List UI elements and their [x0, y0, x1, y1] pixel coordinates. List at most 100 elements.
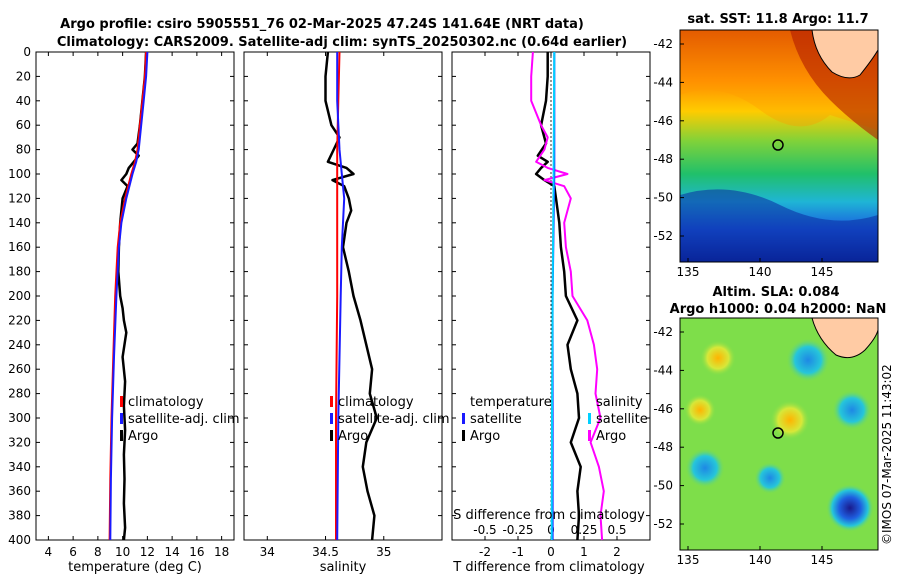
legend-argo-swatch	[120, 430, 123, 441]
satellite-temperature-line	[109, 51, 149, 541]
legend-argo-label: Argo	[128, 429, 158, 444]
map-lat-tick-label: -44	[653, 75, 673, 89]
legend-t-argo-label: Argo	[470, 429, 500, 444]
legend-t-argo-swatch	[462, 430, 465, 441]
difference-legend: temperature satellite Argo salinity sate…	[462, 395, 648, 444]
sla-map-title2: Argo h1000: 0.04 h2000: NaN	[670, 302, 887, 317]
depth-tick-label: 160	[8, 240, 31, 254]
salinity-axis-label: salinity	[320, 560, 367, 575]
sla-cold-eddy	[685, 448, 725, 488]
temperature-tick-label: 10	[115, 545, 130, 559]
figure-title-line1: Argo profile: csiro 5905551_76 02-Mar-20…	[60, 17, 584, 32]
temperature-tick-label: 4	[45, 545, 53, 559]
depth-tick-label: 240	[8, 338, 31, 352]
sla-warm-eddy	[770, 400, 810, 440]
sst-map-title: sat. SST: 11.8 Argo: 11.7	[687, 12, 868, 27]
map-lat-tick-label: -46	[653, 402, 673, 416]
sla-cold-eddy	[754, 462, 786, 494]
depth-tick-label: 140	[8, 216, 31, 230]
sst-cold-region	[680, 189, 878, 262]
sla-cold-eddy	[786, 338, 830, 382]
argo-s-difference-line	[530, 51, 605, 541]
map-lat-tick-label: -42	[653, 37, 673, 51]
legend-sat-label: satellite-adj. clim	[128, 412, 240, 427]
map-lon-tick-label: 145	[811, 553, 834, 567]
depth-tick-label: 380	[8, 509, 31, 523]
sla-deep-eddy	[826, 484, 874, 532]
depth-tick-label: 100	[8, 167, 31, 181]
depth-tick-label: 40	[16, 94, 31, 108]
temperature-tick-label: 16	[189, 545, 204, 559]
depth-tick-label: 340	[8, 460, 31, 474]
legend-clim-label: climatology	[128, 395, 204, 410]
legend-s-sat-label: satellite	[596, 412, 648, 427]
sla-cold-eddy	[832, 390, 872, 430]
depth-tick-label: 60	[16, 118, 31, 132]
t-difference-tick-label: -2	[479, 545, 491, 559]
t-difference-tick-label: 1	[580, 545, 588, 559]
s-difference-tick-label: 0.25	[571, 523, 598, 537]
map-lat-tick-label: -44	[653, 363, 673, 377]
depth-tick-label: 0	[23, 45, 31, 59]
map-lat-tick-label: -48	[653, 440, 673, 454]
depth-tick-label: 20	[16, 69, 31, 83]
depth-tick-label: 80	[16, 143, 31, 157]
depth-tick-label: 220	[8, 313, 31, 327]
t-difference-axis-label: T difference from climatology	[452, 560, 645, 575]
s-difference-tick-label: -0.5	[473, 523, 496, 537]
satellite-salinity-line	[336, 52, 346, 541]
temperature-tick-label: 18	[214, 545, 229, 559]
sla-map-frame	[679, 317, 879, 551]
temperature-tick-label: 12	[140, 545, 155, 559]
map-lat-tick-label: -52	[653, 229, 673, 243]
satellite-s-difference-line	[550, 51, 556, 541]
salinity-tick-label: 34	[260, 545, 275, 559]
legend-sat-swatch	[120, 413, 123, 424]
map-lon-tick-label: 135	[677, 553, 700, 567]
map-lat-tick-label: -48	[653, 152, 673, 166]
temperature-tick-label: 14	[164, 545, 179, 559]
legend-s-argo-label: Argo	[596, 429, 626, 444]
map-lon-tick-label: 140	[749, 553, 772, 567]
depth-tick-label: 300	[8, 411, 31, 425]
depth-tick-label: 320	[8, 435, 31, 449]
map-lat-tick-label: -50	[653, 191, 673, 205]
map-lat-tick-label: -42	[653, 325, 673, 339]
legend-argo-label: Argo	[338, 429, 368, 444]
map-lon-tick-label: 140	[749, 265, 772, 279]
sla-map-title1: Altim. SLA: 0.084	[713, 285, 840, 300]
temperature-panel-frame	[35, 51, 235, 541]
legend-clim-swatch	[330, 396, 333, 407]
sst-map-frame	[679, 29, 879, 263]
legend-temperature-heading: temperature	[470, 395, 552, 410]
t-difference-tick-label: 0	[547, 545, 555, 559]
legend-sat-swatch	[330, 413, 333, 424]
temperature-legend: climatology satellite-adj. clim Argo	[120, 395, 240, 444]
map-lat-tick-label: -50	[653, 479, 673, 493]
figure-title-line2: Climatology: CARS2009. Satellite-adj cli…	[57, 35, 627, 50]
legend-clim-label: climatology	[338, 395, 414, 410]
temperature-axis-label: temperature (deg C)	[68, 560, 202, 575]
salinity-panel-frame	[243, 51, 443, 541]
sst-argo-marker	[772, 139, 784, 151]
s-difference-axis-label: S difference from climatology	[453, 508, 645, 523]
map-lon-tick-label: 145	[811, 265, 834, 279]
t-difference-tick-label: 2	[613, 545, 621, 559]
sla-map	[680, 318, 878, 550]
imos-stamp: ©IMOS 07-Mar-2025 11:43:02	[880, 364, 894, 545]
sla-land	[811, 318, 878, 359]
temperature-tick-label: 8	[94, 545, 102, 559]
sla-warm-eddy	[684, 394, 716, 426]
sla-argo-marker	[772, 427, 784, 439]
map-lat-tick-label: -52	[653, 517, 673, 531]
s-difference-tick-label: 0.5	[607, 523, 626, 537]
depth-tick-label: 120	[8, 191, 31, 205]
legend-t-sat-swatch	[462, 413, 465, 424]
salinity-tick-label: 35	[376, 545, 391, 559]
depth-tick-label: 400	[8, 533, 31, 547]
salinity-tick-label: 34.5	[312, 545, 339, 559]
depth-tick-label: 180	[8, 265, 31, 279]
salinity-legend: climatology satellite-adj. clim Argo	[330, 395, 450, 444]
legend-argo-swatch	[330, 430, 333, 441]
